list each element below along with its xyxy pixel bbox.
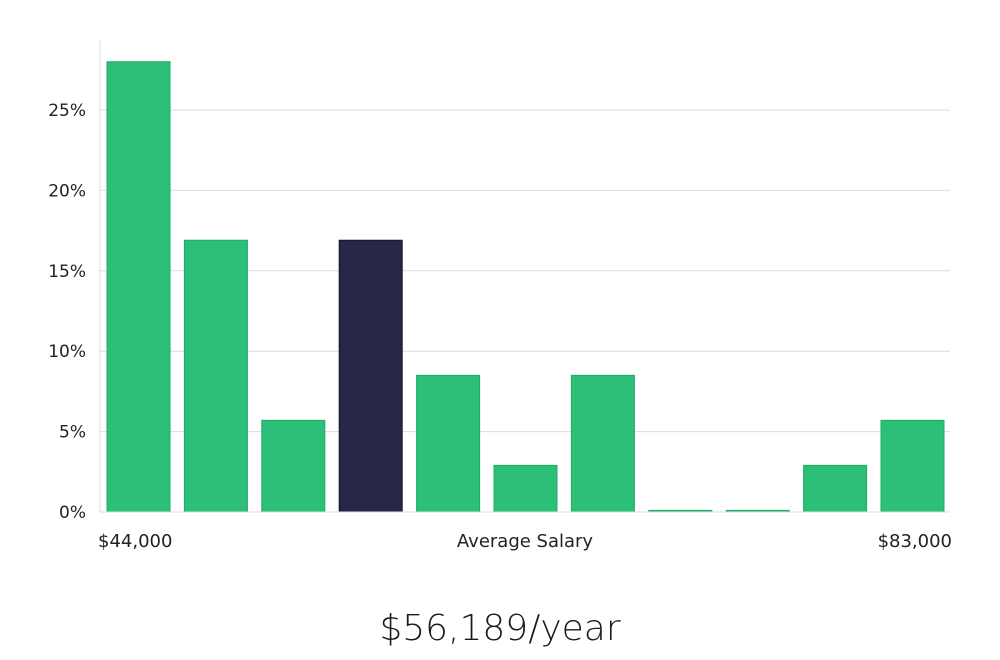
bar — [803, 464, 868, 513]
bar — [880, 419, 945, 513]
y-axis-ticks: 0% 5% 10% 15% 20% 25% — [48, 101, 86, 523]
y-tick-label: 5% — [59, 423, 86, 443]
y-tick-label: 20% — [48, 181, 86, 201]
average-salary-value: $56,189/year — [379, 608, 621, 649]
x-axis-title: Average Salary — [457, 531, 594, 552]
x-max-label: $83,000 — [878, 531, 952, 552]
bars — [106, 61, 945, 513]
y-tick-label: 25% — [48, 101, 86, 121]
x-min-label: $44,000 — [98, 531, 172, 552]
bar — [416, 374, 481, 513]
y-tick-label: 10% — [48, 342, 86, 362]
bar — [493, 464, 558, 513]
y-tick-label: 0% — [59, 503, 86, 523]
bar — [183, 239, 248, 513]
bar-highlighted — [338, 239, 403, 513]
bar — [570, 374, 635, 513]
salary-histogram: 0%5%10%15%20%25% $44,000 Average Salary … — [48, 40, 952, 552]
y-tick-label: 15% — [48, 262, 86, 282]
bar — [261, 419, 326, 513]
bar — [106, 61, 171, 513]
